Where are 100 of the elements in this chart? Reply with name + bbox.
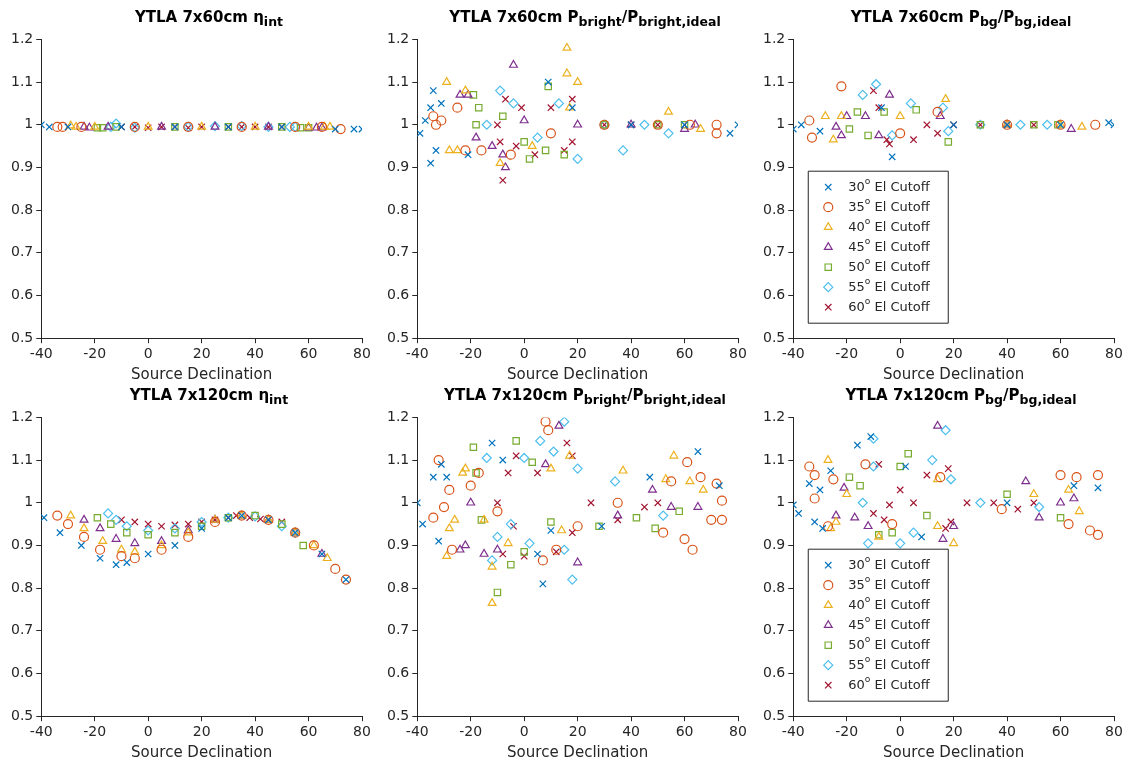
x-tick-label: -40 xyxy=(781,345,805,362)
x-tick-label: 0 xyxy=(519,345,529,362)
y-tick-label: 0.6 xyxy=(387,664,410,681)
x-tick-label: 0 xyxy=(143,723,153,740)
x-axis-title: Source Declination xyxy=(131,364,273,383)
x-axis-title: Source Declination xyxy=(507,742,649,761)
y-tick-label: 0.6 xyxy=(763,664,786,681)
x-tick-label: 40 xyxy=(622,345,640,362)
y-tick-label: 0.6 xyxy=(763,286,786,303)
y-tick-label: 0.6 xyxy=(387,286,410,303)
y-tick-label: 0.8 xyxy=(387,578,410,595)
x-tick-label: 20 xyxy=(944,723,963,740)
x-tick-label: -40 xyxy=(29,345,53,362)
x-tick-label: -20 xyxy=(835,345,859,362)
x-tick-label: -20 xyxy=(459,345,483,362)
x-axis-title: Source Declination xyxy=(883,742,1025,761)
y-tick-label: 0.5 xyxy=(387,706,410,723)
y-tick-label: 0.9 xyxy=(763,536,786,553)
y-tick-label: 0.9 xyxy=(387,536,410,553)
x-tick-label: 40 xyxy=(998,345,1016,362)
x-tick-label: 40 xyxy=(998,723,1016,740)
x-axis-title: Source Declination xyxy=(507,364,649,383)
x-tick-label: -40 xyxy=(405,345,429,362)
x-tick-label: 20 xyxy=(568,345,587,362)
x-tick-label: -20 xyxy=(83,723,107,740)
x-tick-label: 0 xyxy=(519,723,529,740)
y-tick-label: 1 xyxy=(776,493,786,510)
x-tick-label: 0 xyxy=(143,345,153,362)
x-tick-label: 80 xyxy=(1105,345,1123,362)
y-tick-label: 1.2 xyxy=(763,30,786,47)
x-tick-label: 80 xyxy=(353,723,371,740)
x-tick-label: -40 xyxy=(29,723,53,740)
y-tick-label: 0.6 xyxy=(11,286,34,303)
y-tick-label: 0.8 xyxy=(387,200,410,217)
x-axis-title: Source Declination xyxy=(131,742,273,761)
x-tick-label: 40 xyxy=(246,723,264,740)
y-tick-label: 0.7 xyxy=(387,621,410,638)
y-tick-label: 0.9 xyxy=(763,158,786,175)
y-tick-label: 1 xyxy=(400,493,410,510)
x-axis-title: Source Declination xyxy=(883,364,1025,383)
chart-title: YTLA 7x60cm P$_{bright}$/P$_{bright,ideal}$ xyxy=(448,8,722,29)
x-tick-label: 60 xyxy=(1051,345,1070,362)
y-tick-label: 1.2 xyxy=(387,408,410,425)
x-tick-label: 20 xyxy=(568,723,587,740)
y-tick-label: 1 xyxy=(24,493,34,510)
chart-title: YTLA 7x60cm P$_{bg}$/P$_{bg,ideal}$ xyxy=(849,8,1073,29)
chart-title: YTLA 7x60cm η$_{int}$ xyxy=(133,8,285,29)
x-tick-label: 60 xyxy=(299,723,318,740)
y-tick-label: 1 xyxy=(400,115,410,132)
x-tick-label: 80 xyxy=(353,345,371,362)
x-tick-label: 80 xyxy=(729,345,747,362)
x-tick-label: 20 xyxy=(192,723,211,740)
x-tick-label: 60 xyxy=(299,345,318,362)
y-tick-label: 1.2 xyxy=(763,408,786,425)
y-tick-label: 0.7 xyxy=(11,243,34,260)
y-tick-label: 1.2 xyxy=(387,30,410,47)
x-tick-label: -40 xyxy=(781,723,805,740)
y-tick-label: 0.8 xyxy=(763,578,786,595)
x-tick-label: 0 xyxy=(895,345,905,362)
y-tick-label: 1.1 xyxy=(763,72,786,89)
y-tick-label: 0.5 xyxy=(763,328,786,345)
y-tick-label: 0.5 xyxy=(763,706,786,723)
y-tick-label: 0.9 xyxy=(387,158,410,175)
y-tick-label: 0.8 xyxy=(763,200,786,217)
x-tick-label: 60 xyxy=(1051,723,1070,740)
y-tick-label: 0.7 xyxy=(11,621,34,638)
x-tick-label: 80 xyxy=(1105,723,1123,740)
y-tick-label: 0.7 xyxy=(763,243,786,260)
y-tick-label: 0.7 xyxy=(387,243,410,260)
y-tick-label: 0.6 xyxy=(11,664,34,681)
y-tick-label: 0.8 xyxy=(11,200,34,217)
y-tick-label: 0.5 xyxy=(11,706,34,723)
y-tick-label: 0.9 xyxy=(11,536,34,553)
x-tick-label: -20 xyxy=(835,723,859,740)
y-tick-label: 0.8 xyxy=(11,578,34,595)
y-tick-label: 1.2 xyxy=(11,408,34,425)
y-tick-label: 1.1 xyxy=(763,450,786,467)
y-tick-label: 0.5 xyxy=(11,328,34,345)
x-tick-label: 20 xyxy=(944,345,963,362)
chart-title: YTLA 7x120cm P$_{bg}$/P$_{bg,ideal}$ xyxy=(844,386,1078,407)
y-tick-label: 0.9 xyxy=(11,158,34,175)
y-tick-label: 1.2 xyxy=(11,30,34,47)
y-tick-label: 1.1 xyxy=(387,72,410,89)
chart-title: YTLA 7x120cm η$_{int}$ xyxy=(128,386,290,407)
y-tick-label: 0.7 xyxy=(763,621,786,638)
x-tick-label: 60 xyxy=(675,345,694,362)
x-tick-label: 80 xyxy=(729,723,747,740)
x-tick-label: 60 xyxy=(675,723,694,740)
y-tick-label: 1.1 xyxy=(11,72,34,89)
x-tick-label: 40 xyxy=(246,345,264,362)
x-tick-label: -20 xyxy=(83,345,107,362)
y-tick-label: 1 xyxy=(24,115,34,132)
y-tick-label: 1.1 xyxy=(387,450,410,467)
x-tick-label: 20 xyxy=(192,345,211,362)
y-tick-label: 1.1 xyxy=(11,450,34,467)
x-tick-label: -20 xyxy=(459,723,483,740)
x-tick-label: 0 xyxy=(895,723,905,740)
x-tick-label: -40 xyxy=(405,723,429,740)
chart-title: YTLA 7x120cm P$_{bright}$/P$_{bright,ideal}$ xyxy=(443,386,727,407)
x-tick-label: 40 xyxy=(622,723,640,740)
